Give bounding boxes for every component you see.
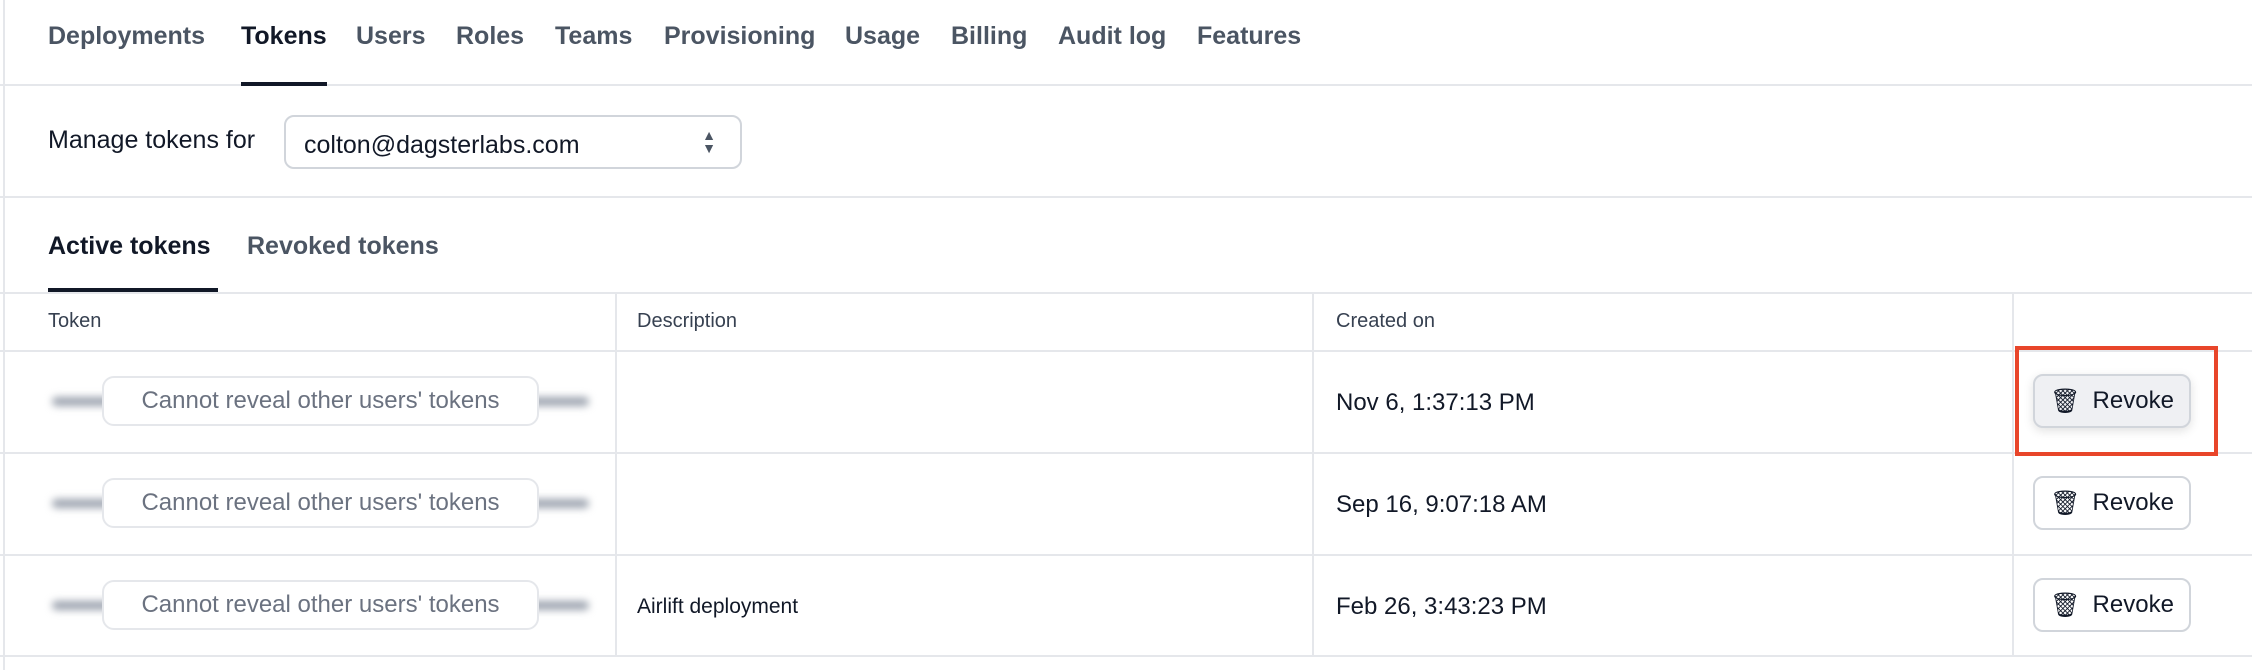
revoke-label: Revoke <box>2092 489 2174 516</box>
created-on: Sep 16, 9:07:18 AM <box>1336 491 1547 518</box>
row-border <box>0 655 2252 657</box>
trash-icon: 🗑 <box>2050 591 2081 619</box>
revoke-label: Revoke <box>2092 591 2174 618</box>
tab-billing[interactable]: Billing <box>951 22 1028 50</box>
revoke-button[interactable]: 🗑 Revoke <box>2033 374 2191 428</box>
tab-roles[interactable]: Roles <box>456 22 525 50</box>
tab-provisioning[interactable]: Provisioning <box>664 22 816 50</box>
table-top-border <box>0 292 2252 294</box>
tab-users[interactable]: Users <box>356 22 426 50</box>
tab-tokens[interactable]: Tokens <box>241 22 327 50</box>
table-row: Cannot reveal other users' tokens Sep 16… <box>0 453 2252 555</box>
trash-icon: 🗑 <box>2050 489 2081 517</box>
tab-deployments[interactable]: Deployments <box>48 22 205 50</box>
trash-icon: 🗑 <box>2050 387 2081 415</box>
highlight-box <box>2015 346 2218 456</box>
revoke-button[interactable]: 🗑 Revoke <box>2033 476 2191 530</box>
table-row: Cannot reveal other users' tokens Nov 6,… <box>0 351 2252 453</box>
selected-user: colton@dagsterlabs.com <box>304 131 580 159</box>
tab-teams[interactable]: Teams <box>555 22 633 50</box>
row-border <box>0 452 2252 454</box>
token-hidden-notice: Cannot reveal other users' tokens <box>102 376 539 426</box>
divider <box>0 196 2252 198</box>
created-on: Feb 26, 3:43:23 PM <box>1336 593 1547 620</box>
updown-caret-icon: ▲ ▼ <box>702 127 716 156</box>
manage-tokens-label: Manage tokens for <box>48 126 256 154</box>
revoke-button[interactable]: 🗑 Revoke <box>2033 578 2191 632</box>
revoke-label: Revoke <box>2092 387 2174 414</box>
tab-audit-log[interactable]: Audit log <box>1058 22 1167 50</box>
column-divider <box>615 293 617 655</box>
tab-features[interactable]: Features <box>1197 22 1302 50</box>
top-nav: Deployments Tokens Users Roles Teams Pro… <box>0 0 2252 86</box>
active-subtab-underline <box>48 288 218 292</box>
table-row: Cannot reveal other users' tokens Airlif… <box>0 555 2252 657</box>
description: Airlift deployment <box>637 595 799 618</box>
column-divider <box>2012 293 2014 655</box>
header-token: Token <box>48 310 102 332</box>
header-description: Description <box>637 310 738 332</box>
active-tab-underline <box>241 82 327 86</box>
header-created-on: Created on <box>1336 310 1435 332</box>
created-on: Nov 6, 1:37:13 PM <box>1336 389 1535 416</box>
token-hidden-notice: Cannot reveal other users' tokens <box>102 580 539 630</box>
left-border <box>3 0 5 670</box>
header-border <box>0 350 2252 352</box>
token-hidden-notice: Cannot reveal other users' tokens <box>102 478 539 528</box>
tab-revoked-tokens[interactable]: Revoked tokens <box>247 232 439 260</box>
tab-active-tokens[interactable]: Active tokens <box>48 232 211 260</box>
tab-usage[interactable]: Usage <box>845 22 921 50</box>
user-select[interactable]: colton@dagsterlabs.com ▲ ▼ <box>284 115 742 169</box>
row-border <box>0 554 2252 556</box>
column-divider <box>1312 293 1314 655</box>
